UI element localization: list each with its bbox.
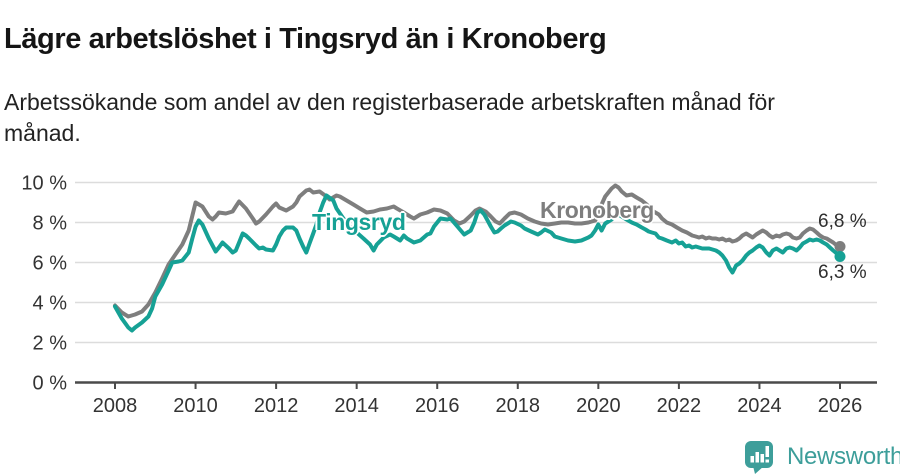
y-tick-label: 2 % xyxy=(33,333,68,355)
end-value-label-tingsryd: 6,3 % xyxy=(818,262,867,283)
y-tick-label: 10 % xyxy=(21,173,67,195)
x-tick-label: 2020 xyxy=(576,395,621,417)
x-tick-label: 2018 xyxy=(496,395,541,417)
page-subtitle: Arbetssökande som andel av den registerb… xyxy=(4,89,775,146)
y-tick-label: 8 % xyxy=(33,213,68,235)
series-label-kronoberg: Kronoberg xyxy=(540,197,654,223)
page-title: Lägre arbetslöshet i Tingsryd än i Krono… xyxy=(4,23,607,56)
x-tick-label: 2008 xyxy=(93,395,138,417)
y-tick-label: 0 % xyxy=(33,373,68,395)
newsworthy-logo-text: Newsworthy xyxy=(787,443,900,470)
x-tick-label: 2022 xyxy=(657,395,702,417)
x-tick-label: 2014 xyxy=(334,395,379,417)
x-tick-label: 2010 xyxy=(173,395,218,417)
x-tick-label: 2024 xyxy=(737,395,782,417)
series-end-dot-tingsryd xyxy=(834,251,846,262)
y-tick-label: 6 % xyxy=(33,253,68,275)
x-tick-label: 2016 xyxy=(415,395,460,417)
end-value-label-kronoberg: 6,8 % xyxy=(818,211,867,232)
newsworthy-bar-chart-bubble-icon xyxy=(745,441,773,474)
newsworthy-logo: Newsworthy xyxy=(744,440,900,474)
series-end-dot-kronoberg xyxy=(834,241,846,252)
series-line-kronoberg xyxy=(113,183,842,319)
x-tick-label: 2012 xyxy=(254,395,299,417)
y-tick-label: 4 % xyxy=(33,293,68,315)
x-tick-label: 2026 xyxy=(818,395,863,417)
series-label-tingsryd: Tingsryd xyxy=(312,209,406,235)
series-line-tingsryd xyxy=(113,193,842,333)
